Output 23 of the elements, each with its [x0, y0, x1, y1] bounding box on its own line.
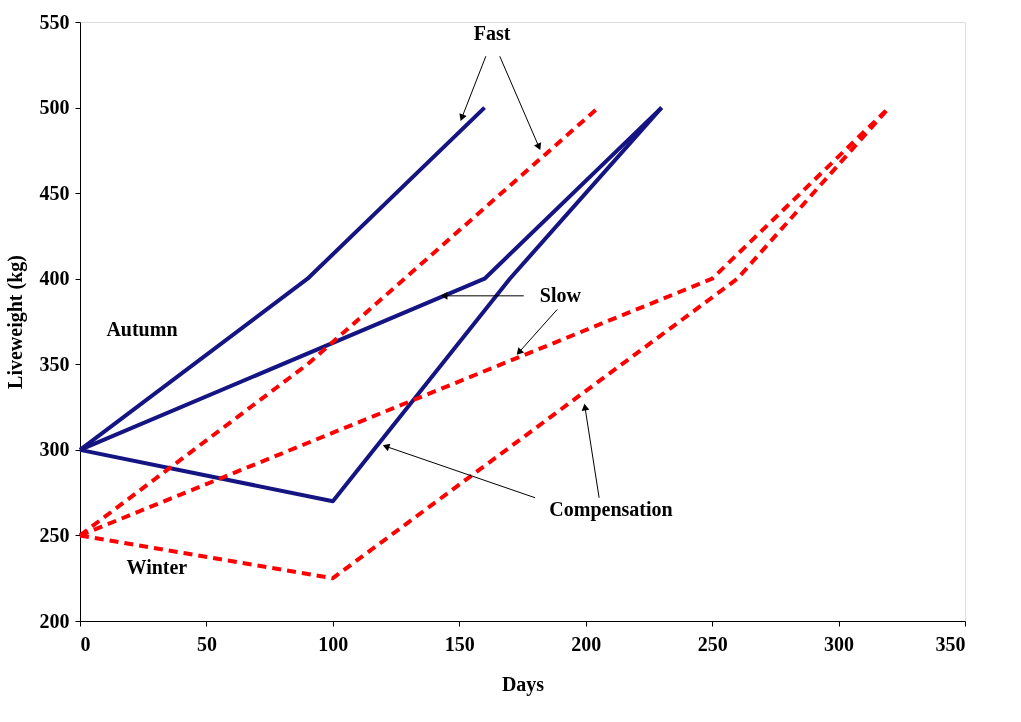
annotation: Slow	[539, 283, 582, 306]
x-tick-label: 50	[196, 632, 217, 655]
y-tick-label: 500	[39, 96, 70, 119]
x-tick-label: 150	[444, 632, 475, 655]
y-tick-label: 250	[39, 523, 70, 546]
y-tick-label: 450	[39, 181, 70, 204]
annotation: Winter	[126, 555, 188, 578]
annotation: Fast	[473, 21, 511, 44]
x-tick-label: 250	[697, 632, 728, 655]
x-tick-label: 200	[571, 632, 602, 655]
annotation: Autumn	[106, 318, 178, 341]
y-axis-title: Liveweight (kg)	[3, 255, 27, 389]
x-axis-title: Days	[501, 672, 545, 696]
y-tick-label: 300	[39, 438, 70, 461]
x-tick-label: 100	[318, 632, 349, 655]
y-tick-label: 400	[39, 267, 70, 290]
x-tick-label: 300	[824, 632, 855, 655]
x-tick-label: 0	[80, 632, 91, 655]
y-tick-label: 550	[39, 10, 70, 33]
y-tick-label: 200	[39, 609, 70, 632]
annotation: Compensation	[549, 497, 673, 521]
y-tick-label: 350	[39, 352, 70, 375]
x-tick-label: 350	[935, 632, 966, 655]
